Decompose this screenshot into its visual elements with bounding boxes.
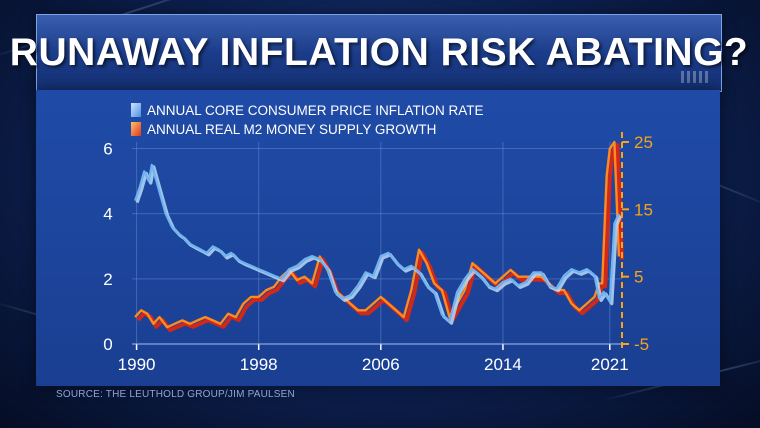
x-axis-tick-label: 2014 [484,355,522,374]
legend: ANNUAL CORE CONSUMER PRICE INFLATION RAT… [131,103,484,137]
legend-label-cpi: ANNUAL CORE CONSUMER PRICE INFLATION RAT… [147,103,484,118]
left-axis-tick-label: 2 [103,270,112,289]
left-axis-tick-label: 6 [103,140,112,159]
axes: 0 2 4 6 1990 1998 2006 2014 2021 -5 5 15 25 [103,132,653,374]
right-axis-tick-label: 15 [634,200,653,219]
left-axis-tick-label: 4 [103,205,112,224]
chart-title: RUNAWAY INFLATION RISK ABATING? [9,31,749,74]
series-line-cpi [134,163,620,323]
line-chart: 0 2 4 6 1990 1998 2006 2014 2021 -5 5 15 25 ANNUAL C… [103,103,653,374]
chart-panel: 0 2 4 6 1990 1998 2006 2014 2021 -5 5 15 25 ANNUAL C… [36,90,720,386]
right-axis-tick-label: 5 [634,268,643,287]
decorative-dots-icon [681,71,709,83]
x-axis-tick-label: 2021 [591,355,629,374]
series-group [134,140,624,333]
series-line-m2 [134,140,621,329]
x-axis-tick-label: 2006 [362,355,400,374]
x-axis-tick-label: 1990 [118,355,156,374]
x-axis-tick-label: 1998 [240,355,278,374]
left-axis-tick-label: 0 [103,335,112,354]
right-axis-tick-label: 25 [634,133,653,152]
legend-label-m2: ANNUAL REAL M2 MONEY SUPPLY GROWTH [147,122,436,137]
source-note: SOURCE: THE LEUTHOLD GROUP/JIM PAULSEN [56,389,295,400]
grid [132,142,622,345]
legend-swatch-m2 [131,122,141,136]
title-banner: RUNAWAY INFLATION RISK ABATING? [10,14,748,92]
right-axis-tick-label: -5 [634,335,649,354]
legend-swatch-cpi [131,103,141,117]
series-line-m2-shadow [136,143,624,333]
